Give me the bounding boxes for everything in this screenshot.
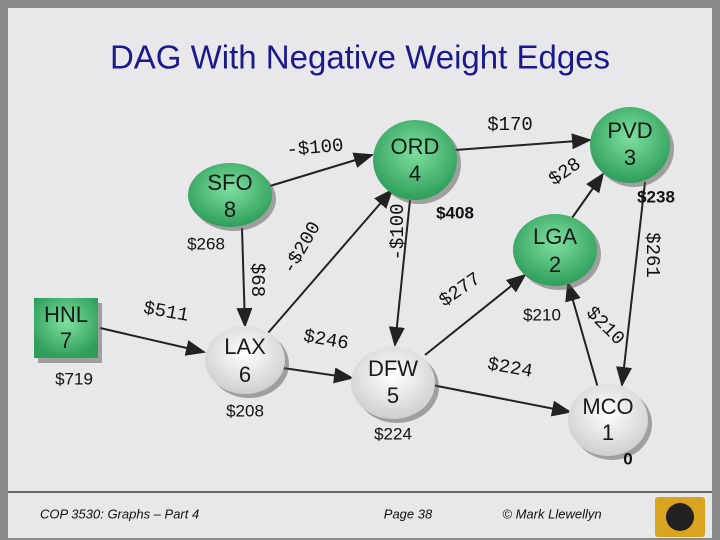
node-pvd [590, 107, 670, 183]
edge [388, 199, 411, 347]
edge [424, 273, 527, 356]
edge [571, 172, 605, 219]
node-name: MCO [582, 394, 633, 419]
node-lax [205, 326, 285, 394]
node-name: LGA [533, 224, 577, 249]
node-lga [513, 214, 597, 286]
node-ord [373, 120, 457, 200]
edge [99, 327, 206, 356]
node-sfo [188, 163, 272, 227]
footer-author: © Mark Llewellyn [502, 506, 601, 521]
edge [565, 281, 599, 389]
edge [267, 188, 394, 334]
node-number: 6 [239, 362, 251, 387]
node-name: ORD [391, 134, 440, 159]
edge [282, 367, 354, 384]
edge [431, 384, 572, 417]
node-number: 4 [409, 161, 421, 186]
footer-course: COP 3530: Graphs – Part 4 [40, 506, 199, 521]
node-number: 3 [624, 145, 636, 170]
node-number: 5 [387, 383, 399, 408]
node-name: DFW [368, 356, 418, 381]
edge [269, 152, 374, 187]
node-number: 8 [224, 197, 236, 222]
node-name: PVD [607, 118, 652, 143]
title: DAG With Negative Weight Edges [110, 39, 610, 76]
node-mco [568, 384, 648, 456]
node-number: 7 [60, 328, 72, 353]
distance: $238 [637, 187, 675, 206]
edge-label: -$100 [387, 203, 409, 260]
distance: $268 [187, 234, 225, 253]
node-name: HNL [44, 302, 88, 327]
footer-page: Page 38 [384, 506, 433, 521]
edge [236, 227, 253, 328]
node-name: LAX [224, 334, 266, 359]
logo-mark [666, 503, 694, 531]
edge-label: $68 [246, 263, 268, 297]
footer-bg [8, 492, 712, 538]
distance: $719 [55, 369, 93, 388]
node-dfw [351, 347, 435, 419]
distance: 0 [623, 449, 632, 468]
edge-label: $170 [487, 114, 533, 136]
node-number: 2 [549, 252, 561, 277]
distance: $208 [226, 401, 264, 420]
node-hnl [34, 298, 98, 358]
distance: $210 [523, 305, 561, 324]
distance: $408 [436, 203, 474, 222]
distance: $224 [374, 424, 412, 443]
edge [616, 181, 646, 387]
edge-label: $261 [641, 232, 663, 278]
edge-label: -$100 [286, 135, 345, 162]
node-number: 1 [602, 420, 614, 445]
edge [454, 133, 592, 151]
node-name: SFO [207, 170, 252, 195]
